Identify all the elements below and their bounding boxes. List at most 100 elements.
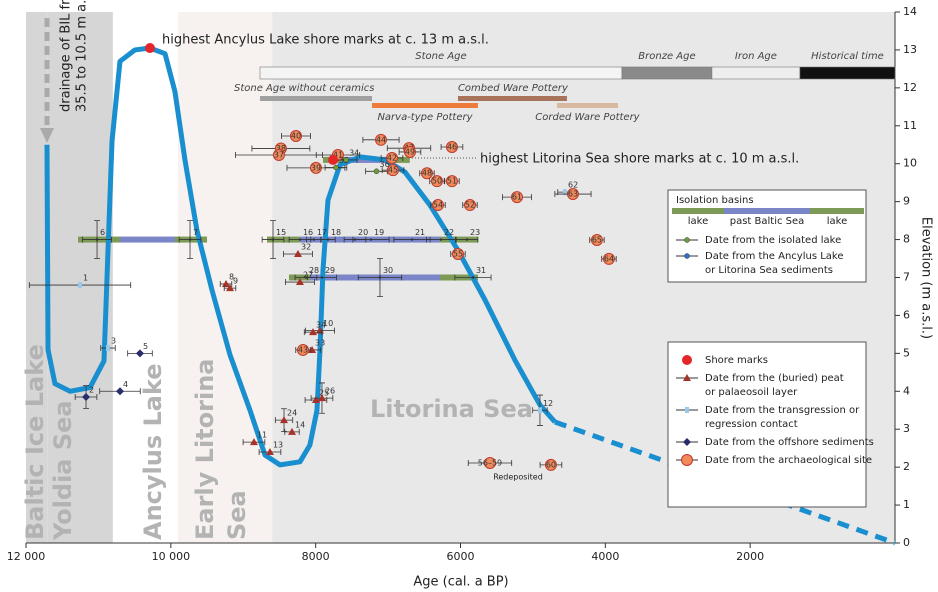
point-label: 4 [123, 380, 128, 389]
archaeological-date [510, 191, 523, 204]
y-tick-label: 5 [903, 346, 910, 359]
contact-date [78, 282, 83, 289]
legend-text: or Litorina Sea sediments [705, 265, 833, 276]
point-label: 11 [257, 431, 267, 440]
culture-label: Corded Ware Pottery [535, 112, 640, 123]
point-label: 39 [311, 163, 321, 172]
point-label: 23 [470, 228, 480, 237]
era-band [26, 12, 48, 543]
legend-title: Isolation basins [676, 195, 754, 206]
basin-date [312, 238, 316, 241]
point-label: 61 [512, 193, 522, 202]
period-bar [711, 66, 801, 80]
point-label: 28 [309, 266, 319, 275]
y-tick-label: 7 [903, 271, 910, 284]
y-tick-label: 0 [903, 536, 910, 549]
point-label: 62 [568, 181, 578, 190]
archaeological-date [403, 145, 416, 158]
point-label: 50 [432, 177, 442, 186]
peat-date [287, 427, 296, 435]
point-label: 51 [447, 177, 457, 186]
archaeological-date [681, 454, 693, 466]
legend-text: Date from the archaeological site [705, 455, 872, 466]
peat-date [317, 394, 326, 402]
point-label: 17 [317, 228, 327, 237]
basin-date [369, 238, 373, 241]
point-label: 41 [333, 150, 343, 159]
legend-text: Date from the (buried) peat [705, 373, 844, 384]
era-band [112, 12, 179, 543]
basin-date [471, 276, 475, 279]
point-label: 45 [388, 166, 398, 175]
point-label: 5 [143, 342, 148, 351]
lake-date [343, 157, 349, 163]
era-label: Sea [223, 490, 251, 540]
era-band [47, 12, 113, 543]
period-label: Bronze Age [638, 51, 695, 62]
point-label: 34 [349, 148, 359, 157]
point-label: 30 [383, 266, 393, 275]
point-label: 6 [100, 228, 105, 237]
era-band [178, 12, 273, 543]
point-label: 19 [374, 228, 384, 237]
legend-text: regression contact [705, 419, 798, 430]
peat-date [265, 447, 274, 455]
x-tick-label: 12 000 [7, 550, 46, 563]
basin-date [271, 238, 275, 241]
point-label: 55 [453, 249, 463, 258]
point-label: 31 [476, 266, 486, 275]
culture-label: Narva-type Pottery [377, 112, 473, 123]
point-label: 33 [315, 338, 325, 347]
annotation: highest Litorina Sea shore marks at c. 1… [480, 152, 799, 167]
archaeological-date [602, 252, 615, 265]
point-label: 54 [433, 201, 443, 210]
point-label: 20 [358, 228, 368, 237]
shore-mark [328, 154, 339, 165]
peat-date [683, 374, 691, 381]
period-bar [621, 66, 713, 80]
point-label: 65 [592, 235, 602, 244]
point-label: 36 [379, 160, 389, 169]
x-tick-label: 6000 [447, 550, 475, 563]
period-label: Iron Age [735, 51, 777, 62]
contact-date [537, 407, 542, 414]
point-label: 9 [233, 277, 238, 286]
lake-date [333, 164, 339, 171]
legend-box [667, 189, 867, 283]
legend-bar-label: past Baltic Sea [730, 216, 805, 227]
isolation-bar [119, 236, 175, 243]
basin-date [95, 238, 99, 241]
y-tick-label: 2 [903, 460, 910, 473]
legend-text: Date from the isolated lake [705, 235, 841, 246]
y-tick-label: 14 [903, 5, 917, 18]
x-tick-label: 4000 [591, 550, 619, 563]
basin-date [326, 238, 330, 241]
legend-bar-label: lake [827, 216, 848, 227]
y-tick-label: 13 [903, 43, 917, 56]
point-label: 22 [444, 228, 454, 237]
legend-text: Date from the offshore sediments [705, 437, 874, 448]
peat-date [295, 278, 304, 286]
legend-text: Date from the transgression or [705, 405, 860, 416]
point-label: 1 [83, 274, 88, 283]
y-tick-label: 9 [903, 195, 910, 208]
x-tick-label: 2000 [736, 550, 764, 563]
point-label: 44 [376, 135, 386, 144]
basin-date [298, 238, 302, 241]
legend-bar-label: lake [688, 216, 709, 227]
peat-date [308, 328, 317, 336]
period-bar [259, 66, 623, 80]
x-axis-label: Age (cal. a BP) [413, 575, 508, 590]
drainage-text: 35.5 to 10.5 m a.s.l. [75, 0, 90, 112]
point-label: 43 [298, 345, 308, 354]
y-tick-label: 12 [903, 81, 917, 94]
point-label: 32 [301, 242, 311, 251]
point-label: 63 [568, 190, 578, 199]
basin-date [188, 238, 192, 241]
peat-date [311, 396, 320, 404]
archaeological-date [420, 167, 433, 180]
point-label: 14 [295, 420, 305, 429]
archaeological-date [430, 175, 443, 188]
offshore-date [683, 438, 691, 446]
point-label: 34 [316, 321, 326, 330]
